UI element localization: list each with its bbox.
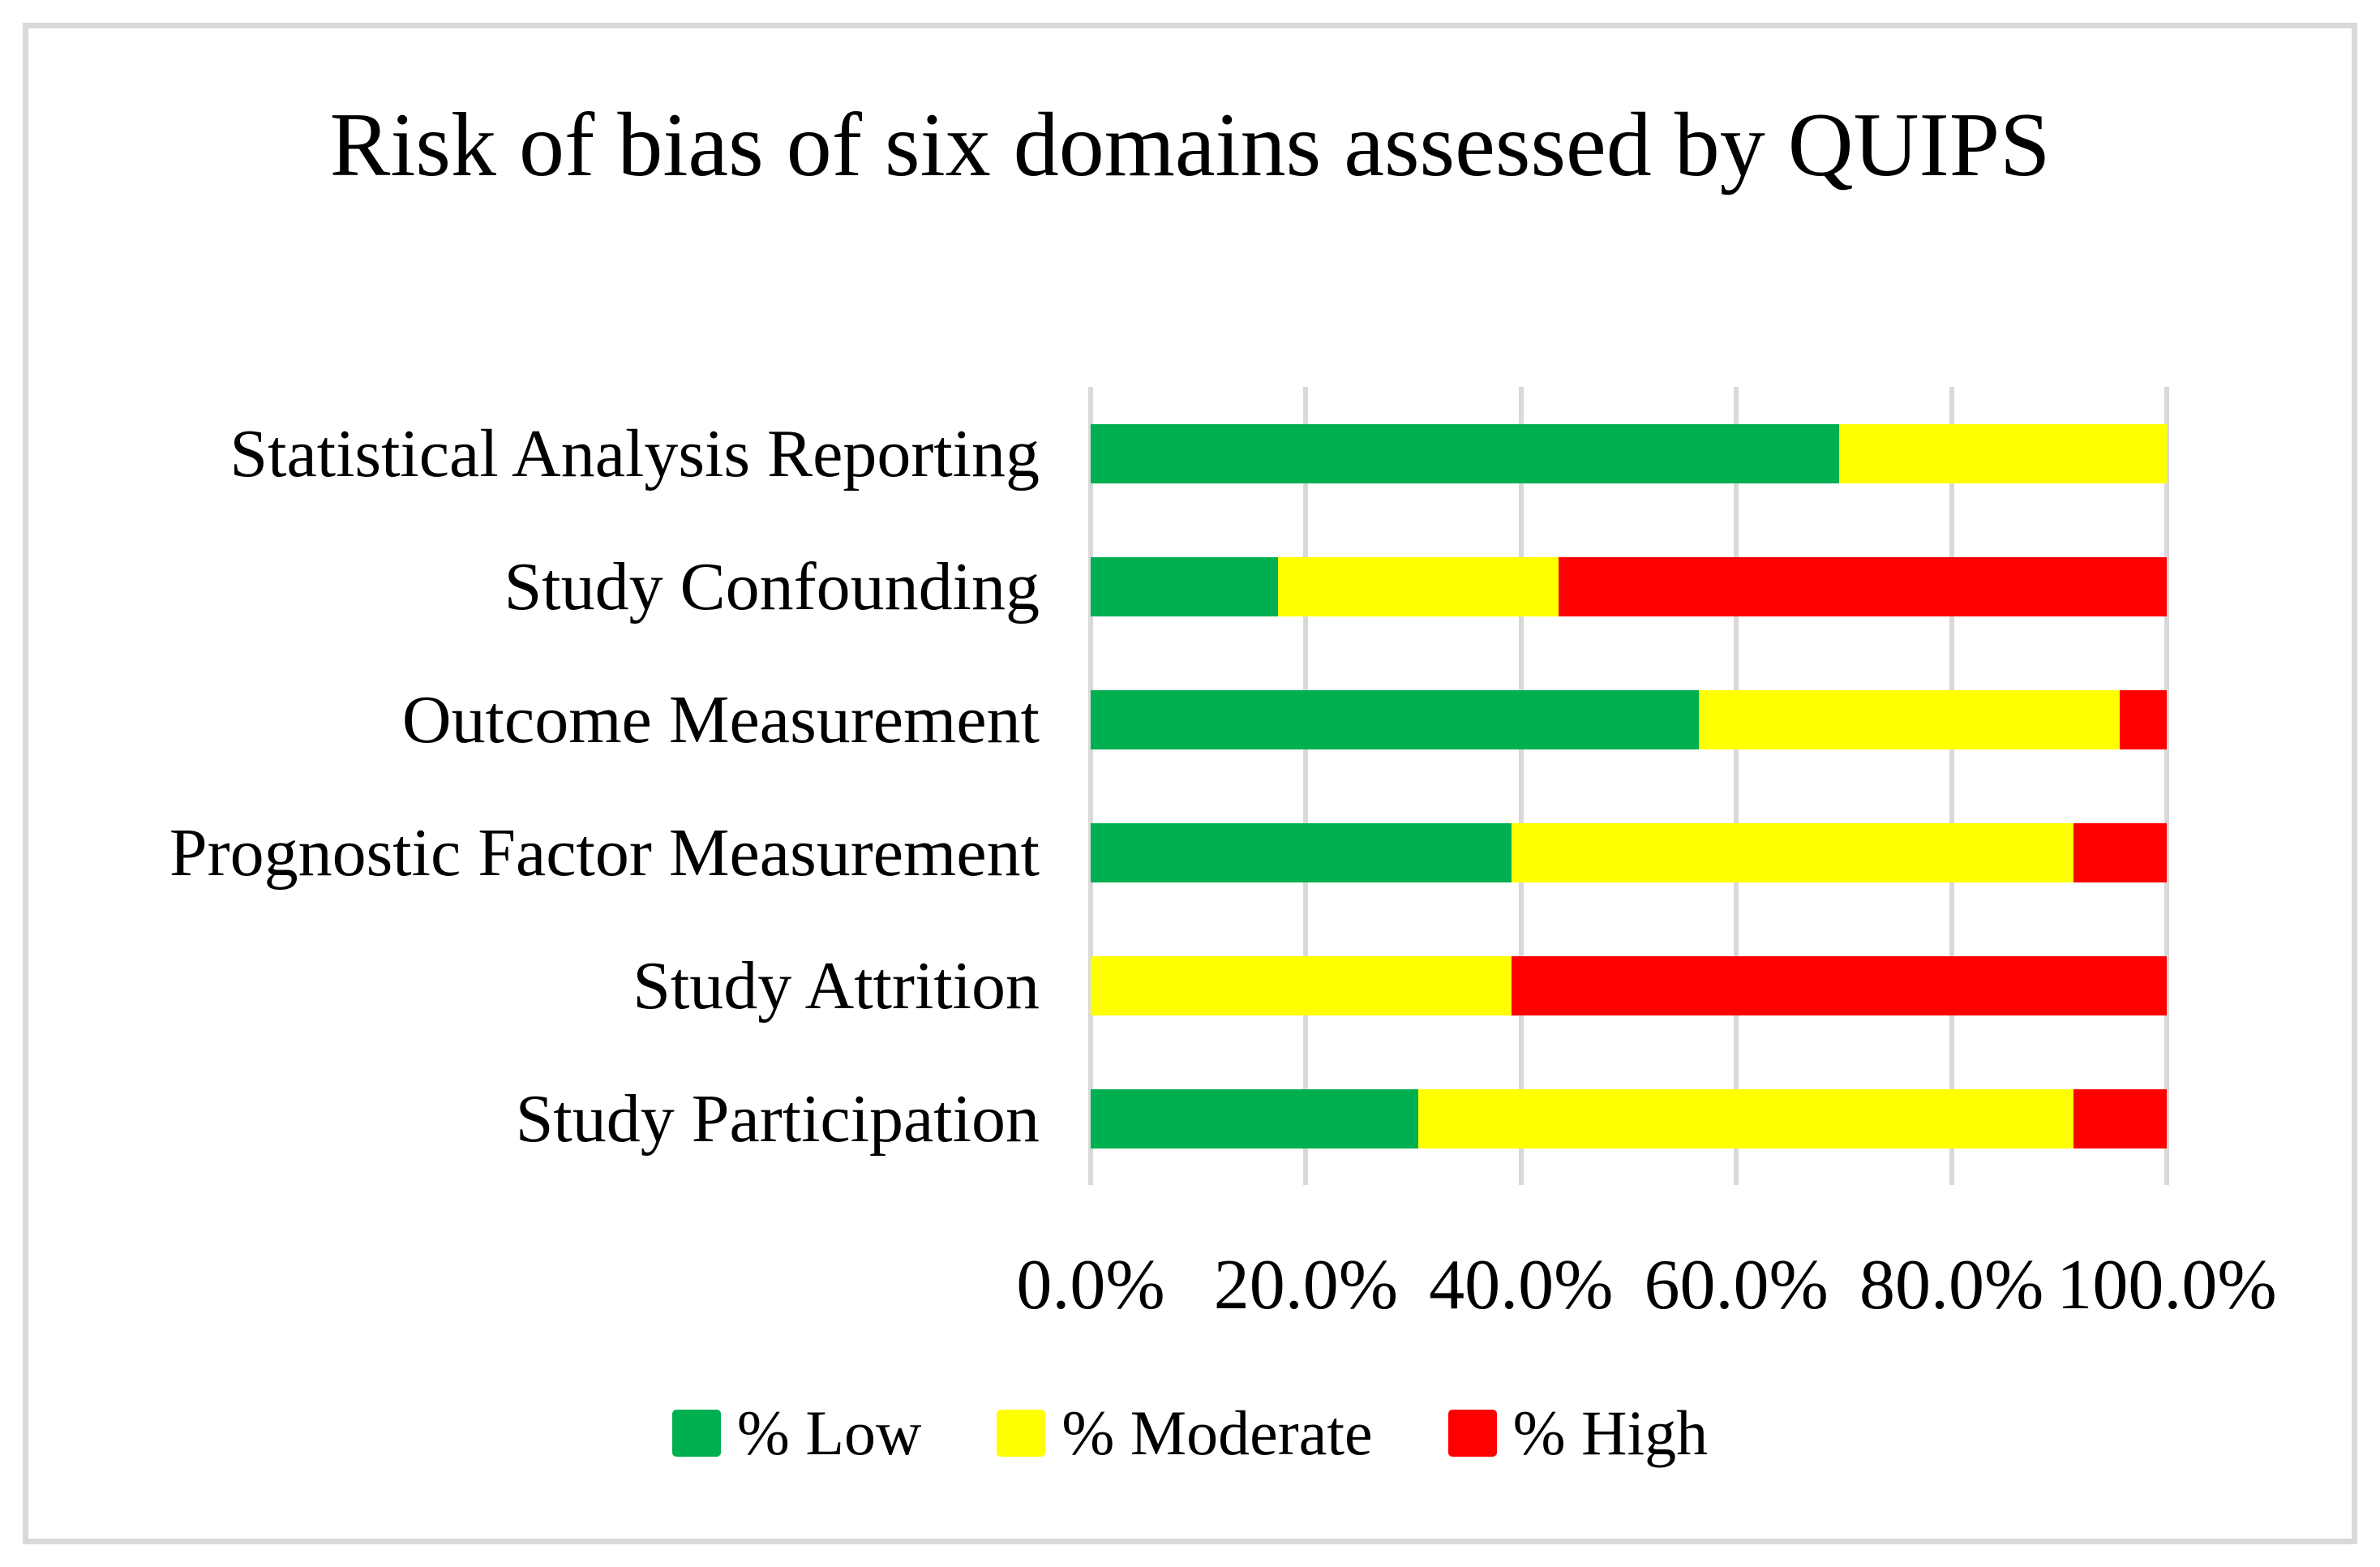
plot-area xyxy=(1088,387,2169,1185)
x-tick-label-20-0: 20.0% xyxy=(1213,1246,1399,1324)
segment-moderate-study-confounding xyxy=(1277,556,1559,616)
legend-item-moderate: % Moderate xyxy=(997,1397,1373,1470)
x-tick-label-80-0: 80.0% xyxy=(1859,1246,2044,1324)
stacked-bar-prognostic-factor-measurement xyxy=(1091,822,2167,882)
segment-moderate-outcome-measurement xyxy=(1699,689,2121,749)
segment-moderate-study-participation xyxy=(1417,1088,2073,1148)
gridline-0 xyxy=(1088,387,1093,1185)
category-label-prognostic-factor-measurement: Prognostic Factor Measurement xyxy=(169,814,1040,891)
stacked-bar-study-participation xyxy=(1091,1088,2167,1148)
bar-row-statistical-analysis-reporting xyxy=(1091,387,2167,520)
stacked-bar-study-confounding xyxy=(1091,556,2167,616)
chart-title: Risk of bias of six domains assessed by … xyxy=(0,88,2380,204)
segment-high-study-participation xyxy=(2073,1088,2167,1148)
segment-moderate-statistical-analysis-reporting xyxy=(1839,423,2167,483)
gridline-20 xyxy=(1303,387,1309,1185)
legend-label-low: % Low xyxy=(736,1397,922,1468)
legend-item-low: % Low xyxy=(671,1397,922,1470)
bar-row-outcome-measurement xyxy=(1091,653,2167,786)
legend-swatch-high xyxy=(1447,1410,1497,1457)
bar-row-study-confounding xyxy=(1091,520,2167,653)
bar-row-study-attrition xyxy=(1091,919,2167,1052)
segment-high-outcome-measurement xyxy=(2120,689,2167,749)
segment-high-prognostic-factor-measurement xyxy=(2073,822,2167,882)
stacked-bar-statistical-analysis-reporting xyxy=(1091,423,2167,483)
stacked-bar-outcome-measurement xyxy=(1091,689,2167,749)
category-label-outcome-measurement: Outcome Measurement xyxy=(401,681,1040,758)
x-tick-label-100-0: 100.0% xyxy=(2056,1246,2277,1324)
gridline-80 xyxy=(1949,387,1954,1185)
x-tick-label-60-0: 60.0% xyxy=(1644,1246,1829,1324)
bar-rows xyxy=(1091,387,2167,1185)
category-label-statistical-analysis-reporting: Statistical Analysis Reporting xyxy=(229,415,1040,492)
x-axis-tick-labels: 0.0% 20.0% 40.0% 60.0% 80.0% 100.0% xyxy=(1016,1244,2276,1333)
x-tick-label-40-0: 40.0% xyxy=(1429,1246,1614,1324)
segment-moderate-prognostic-factor-measurement xyxy=(1512,822,2073,882)
category-axis-labels: Statistical Analysis Reporting Study Conf… xyxy=(49,387,1040,1185)
gridline-40 xyxy=(1518,387,1524,1185)
category-label-study-participation: Study Participation xyxy=(515,1080,1040,1157)
segment-low-study-participation xyxy=(1091,1088,1418,1148)
bar-row-prognostic-factor-measurement xyxy=(1091,786,2167,919)
legend-label-moderate: % Moderate xyxy=(1061,1397,1373,1468)
chart-title-text: Risk of bias of six domains assessed by … xyxy=(329,95,2051,195)
bar-row-study-participation xyxy=(1091,1052,2167,1185)
segment-high-study-attrition xyxy=(1512,955,2167,1015)
segment-high-study-confounding xyxy=(1558,556,2167,616)
category-label-study-attrition: Study Attrition xyxy=(633,947,1040,1024)
legend-item-high: % High xyxy=(1447,1397,1709,1470)
segment-low-outcome-measurement xyxy=(1091,689,1700,749)
segment-low-prognostic-factor-measurement xyxy=(1091,822,1512,882)
legend: % Low % Moderate % High xyxy=(0,1397,2380,1470)
segment-low-study-confounding xyxy=(1091,556,1278,616)
legend-swatch-low xyxy=(671,1410,721,1457)
legend-swatch-moderate xyxy=(997,1410,1046,1457)
gridline-100 xyxy=(2164,387,2169,1185)
segment-low-statistical-analysis-reporting xyxy=(1091,423,1840,483)
legend-label-high: % High xyxy=(1512,1397,1709,1468)
stacked-bar-study-attrition xyxy=(1091,955,2167,1015)
category-label-study-confounding: Study Confounding xyxy=(504,548,1040,625)
x-tick-label-0-0: 0.0% xyxy=(1016,1246,1165,1324)
gridline-60 xyxy=(1734,387,1739,1185)
segment-moderate-study-attrition xyxy=(1091,955,1512,1015)
